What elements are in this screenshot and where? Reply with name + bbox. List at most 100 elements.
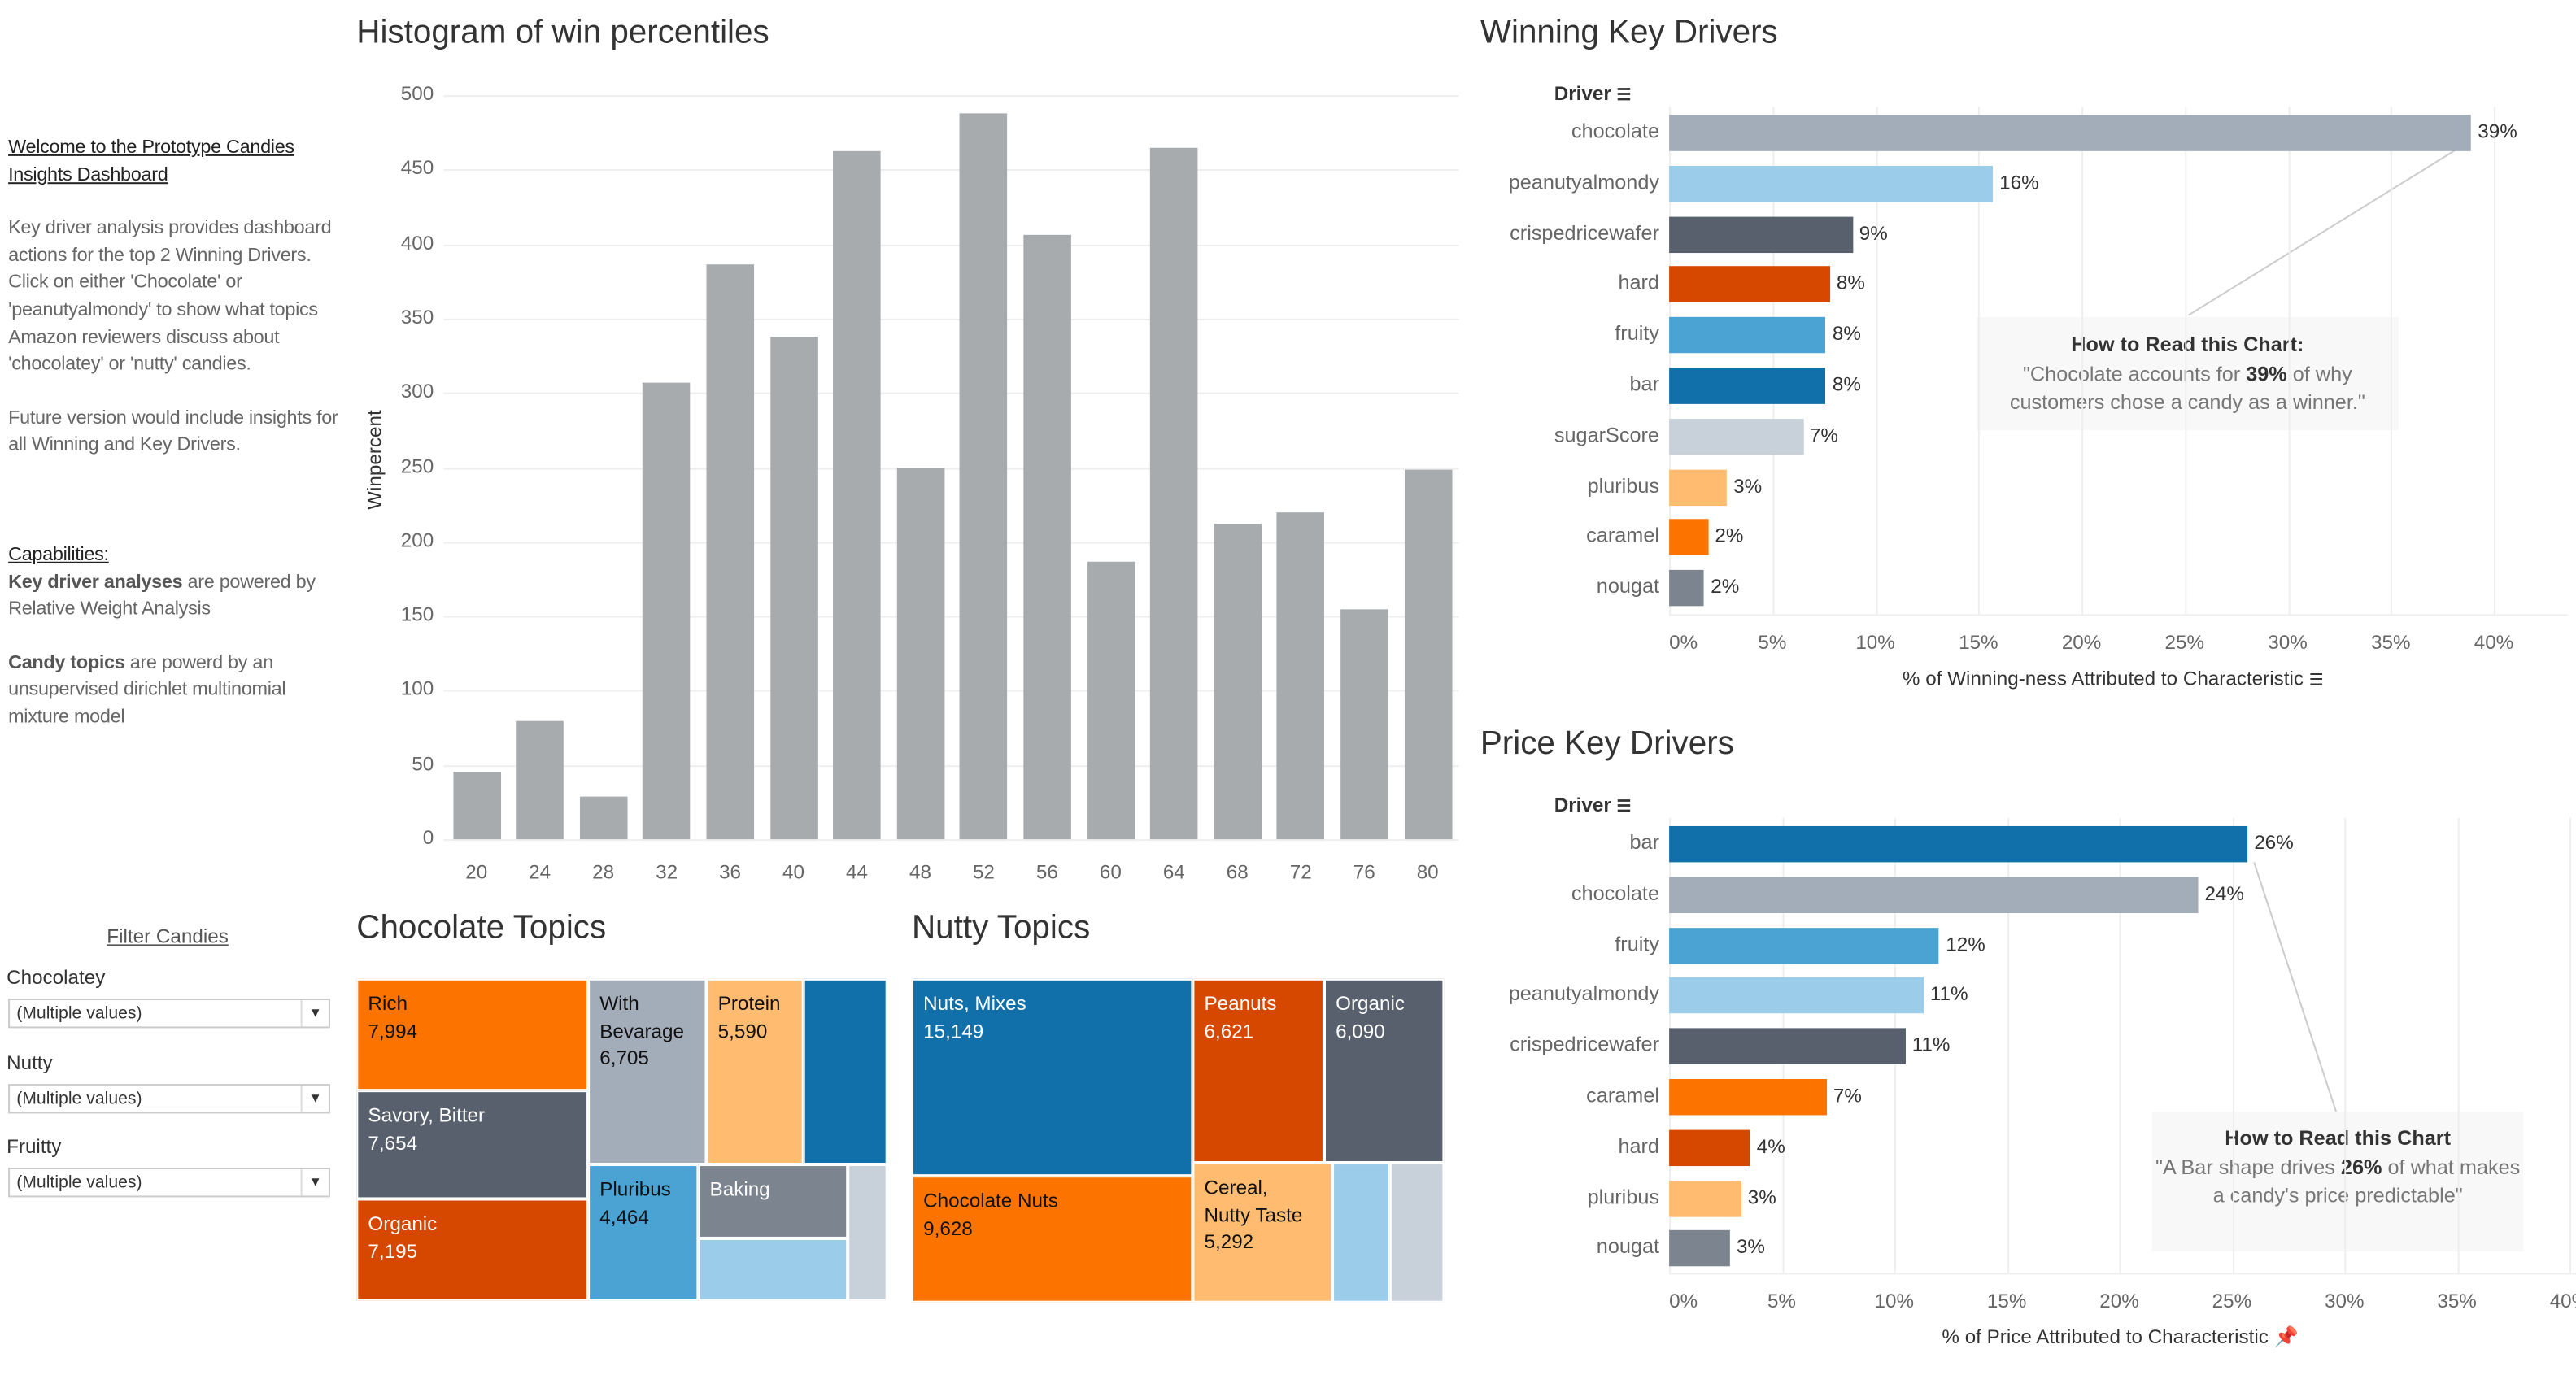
- histogram-bar[interactable]: [1403, 470, 1452, 840]
- capabilities-heading: Capabilities:: [8, 543, 109, 565]
- price-bar[interactable]: [1669, 1129, 1750, 1166]
- winning-driver-header[interactable]: Driver ☰: [1554, 81, 1632, 106]
- winning-category-label[interactable]: fruity: [1615, 322, 1659, 346]
- sort-icon[interactable]: ☰: [2308, 672, 2324, 690]
- winning-bar[interactable]: [1669, 418, 1803, 455]
- histogram-y-tick: 500: [400, 81, 434, 106]
- histogram-bar[interactable]: [1340, 610, 1388, 840]
- price-annotation: How to Read this Chart "A Bar shape driv…: [2151, 1112, 2524, 1252]
- price-category-label[interactable]: pluribus: [1587, 1185, 1659, 1208]
- winning-category-label[interactable]: peanutyalmondy: [1508, 170, 1659, 194]
- nutty-topic-cell[interactable]: [1332, 1163, 1390, 1303]
- histogram-bar[interactable]: [643, 382, 691, 840]
- histogram-bar[interactable]: [1276, 511, 1325, 840]
- topic-label: Cereal, Nutty Taste: [1204, 1176, 1303, 1226]
- histogram-bar[interactable]: [516, 720, 564, 840]
- chocolate-topic-cell[interactable]: Baking: [698, 1164, 848, 1238]
- histogram-x-tick: 24: [529, 860, 551, 884]
- price-category-label[interactable]: bar: [1629, 831, 1659, 855]
- chocolate-topic-cell[interactable]: Pluribus 4,464: [588, 1164, 699, 1301]
- price-bar[interactable]: [1669, 825, 2248, 863]
- winning-category-label[interactable]: crispedricewafer: [1510, 220, 1659, 245]
- price-bar[interactable]: [1669, 977, 1924, 1015]
- winning-bar[interactable]: [1669, 468, 1728, 506]
- nutty-topic-cell[interactable]: Peanuts 6,621: [1192, 978, 1324, 1164]
- histogram-bar[interactable]: [960, 113, 1008, 840]
- histogram-y-tick: 100: [400, 677, 434, 701]
- chocolatey-dropdown[interactable]: (Multiple values) ▼: [8, 999, 330, 1029]
- chocolate-topic-cell[interactable]: Savory, Bitter 7,654: [356, 1090, 589, 1199]
- histogram-gridline: [443, 169, 1459, 172]
- histogram-bar[interactable]: [452, 772, 501, 840]
- price-bar[interactable]: [1669, 877, 2199, 913]
- histogram-bar[interactable]: [1087, 560, 1135, 840]
- price-bar[interactable]: [1669, 1180, 1741, 1216]
- topic-label: Protein: [717, 991, 781, 1016]
- histogram-bar[interactable]: [896, 467, 944, 840]
- winning-category-label[interactable]: hard: [1618, 272, 1659, 295]
- histogram-bar[interactable]: [579, 796, 627, 840]
- sort-icon[interactable]: ☰: [1616, 798, 1632, 816]
- chevron-down-icon[interactable]: ▼: [300, 1086, 329, 1112]
- price-category-label[interactable]: peanutyalmondy: [1508, 982, 1659, 1006]
- price-driver-header[interactable]: Driver ☰: [1554, 793, 1632, 816]
- chocolate-topic-cell[interactable]: [698, 1238, 848, 1301]
- winning-bar[interactable]: [1669, 115, 2472, 151]
- winning-bar[interactable]: [1669, 570, 1705, 607]
- fruitty-dropdown[interactable]: (Multiple values) ▼: [8, 1168, 330, 1198]
- price-category-label[interactable]: fruity: [1615, 932, 1659, 955]
- winning-bar[interactable]: [1669, 520, 1709, 556]
- price-bar[interactable]: [1669, 1028, 1906, 1065]
- pin-icon[interactable]: 📌: [2273, 1325, 2299, 1349]
- nutty-topic-cell[interactable]: Nuts, Mixes 15,149: [911, 978, 1193, 1177]
- chevron-down-icon[interactable]: ▼: [300, 1000, 329, 1027]
- nutty-topic-cell[interactable]: Chocolate Nuts 9,628: [911, 1176, 1193, 1303]
- winning-category-label[interactable]: caramel: [1586, 524, 1659, 548]
- winning-bar[interactable]: [1669, 317, 1826, 354]
- price-bar[interactable]: [1669, 927, 1940, 964]
- price-category-label[interactable]: chocolate: [1571, 881, 1659, 905]
- winning-category-label[interactable]: sugarScore: [1554, 423, 1659, 446]
- histogram-bar[interactable]: [1214, 524, 1262, 840]
- histogram-bar[interactable]: [769, 336, 817, 840]
- topic-label: Rich: [368, 991, 408, 1016]
- winning-category-label[interactable]: pluribus: [1587, 473, 1659, 498]
- winning-bar[interactable]: [1669, 215, 1853, 253]
- price-category-label[interactable]: hard: [1618, 1134, 1659, 1158]
- chocolate-topic-cell[interactable]: Organic 7,195: [356, 1199, 589, 1301]
- histogram-bar[interactable]: [706, 264, 754, 840]
- filter-label-fruitty: Fruitty: [7, 1134, 62, 1158]
- chocolate-topic-cell[interactable]: [848, 1164, 887, 1301]
- chocolate-topic-cell[interactable]: Rich 7,994: [356, 978, 589, 1091]
- winning-category-label[interactable]: bar: [1629, 372, 1659, 396]
- price-category-label[interactable]: nougat: [1596, 1235, 1659, 1259]
- price-bar[interactable]: [1669, 1079, 1827, 1116]
- nutty-topic-cell[interactable]: [1389, 1163, 1445, 1303]
- price-category-label[interactable]: caramel: [1586, 1084, 1659, 1107]
- histogram-bar[interactable]: [1023, 235, 1071, 840]
- nutty-topic-cell[interactable]: Cereal, Nutty Taste 5,292: [1192, 1163, 1333, 1303]
- topic-count: 5,292: [1204, 1229, 1254, 1254]
- winning-category-label[interactable]: nougat: [1596, 575, 1659, 598]
- chocolate-topic-cell[interactable]: [803, 978, 887, 1165]
- chocolate-topic-cell[interactable]: With Bevarage 6,705: [588, 978, 707, 1165]
- nutty-dropdown[interactable]: (Multiple values) ▼: [8, 1084, 330, 1114]
- nutty-topic-cell[interactable]: Organic 6,090: [1323, 978, 1445, 1164]
- winning-bar[interactable]: [1669, 368, 1826, 404]
- winning-bar[interactable]: [1669, 266, 1830, 303]
- topic-label: Organic: [368, 1212, 438, 1235]
- sort-icon[interactable]: ☰: [1616, 87, 1632, 106]
- price-bar[interactable]: [1669, 1230, 1730, 1268]
- winning-category-label[interactable]: chocolate: [1571, 120, 1659, 143]
- histogram-gridline: [443, 839, 1459, 842]
- price-category-label[interactable]: crispedricewafer: [1510, 1033, 1659, 1057]
- winning-gridline: [1978, 107, 1981, 615]
- histogram-x-tick: 72: [1289, 860, 1312, 884]
- histogram-bar[interactable]: [1150, 147, 1198, 840]
- winning-bar[interactable]: [1669, 165, 1994, 202]
- chocolate-topic-cell[interactable]: Protein 5,590: [706, 978, 804, 1165]
- histogram-bar[interactable]: [833, 151, 881, 840]
- chevron-down-icon[interactable]: ▼: [300, 1169, 329, 1196]
- price-value-label: 3%: [1736, 1235, 1765, 1259]
